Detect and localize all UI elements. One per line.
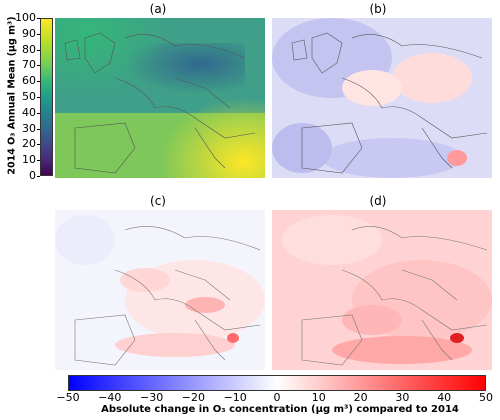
vertical-colorbar-tick: 0 <box>29 169 36 182</box>
vertical-colorbar-tick-mark <box>37 128 40 130</box>
vertical-colorbar-tick: 30 <box>22 121 36 135</box>
horizontal-colorbar-tick: −30 <box>139 391 164 404</box>
vertical-colorbar-tick: 10 <box>22 153 36 167</box>
vertical-colorbar-tick: 90 <box>22 26 36 40</box>
panel-label-a: (a) <box>149 2 167 16</box>
horizontal-colorbar-tick: 50 <box>479 391 493 404</box>
vertical-colorbar-tick: 80 <box>22 42 36 56</box>
panel-label-c: (c) <box>150 194 166 208</box>
vertical-colorbar-tick: 60 <box>22 74 36 88</box>
vertical-colorbar-gradient <box>40 18 53 176</box>
vertical-colorbar-tick: 50 <box>22 90 36 103</box>
vertical-colorbar-tick-mark <box>37 176 40 177</box>
vertical-colorbar-tick: 70 <box>22 58 36 72</box>
panel-label-b: (b) <box>369 2 387 16</box>
vertical-colorbar-tick: 100 <box>15 11 36 24</box>
map-panel-a <box>55 18 265 178</box>
vertical-colorbar-tick-mark <box>37 18 40 19</box>
horizontal-colorbar-tick: 20 <box>353 391 368 404</box>
vertical-colorbar-tick-mark <box>37 81 40 83</box>
horizontal-colorbar-tick: 0 <box>273 391 281 404</box>
horizontal-colorbar-tick: −40 <box>98 391 122 404</box>
map-panel-d <box>272 210 492 370</box>
map-panel-b <box>272 18 492 178</box>
vertical-colorbar-tick-mark <box>37 160 40 162</box>
vertical-colorbar-tick-mark <box>37 97 40 98</box>
vertical-colorbar-tick-mark <box>37 33 40 35</box>
vertical-colorbar-tick: 20 <box>22 137 36 151</box>
horizontal-colorbar-tick: −10 <box>223 391 247 404</box>
horizontal-colorbar-tick: 40 <box>437 391 452 404</box>
horizontal-colorbar-tick: 30 <box>395 391 410 404</box>
map-panel-c <box>55 210 265 370</box>
vertical-colorbar-tick-mark <box>37 112 40 114</box>
vertical-colorbar-tick-mark <box>37 49 40 51</box>
panel-label-d: (d) <box>369 194 387 208</box>
horizontal-colorbar-gradient <box>68 375 486 391</box>
horizontal-colorbar-tick: −20 <box>181 391 205 404</box>
vertical-colorbar-tick: 40 <box>22 105 36 119</box>
vertical-colorbar-tick-mark <box>37 144 40 146</box>
horizontal-colorbar-tick: −50 <box>56 391 80 404</box>
horizontal-colorbar-label: Absolute change in O₃ concentration (μg … <box>101 404 459 415</box>
horizontal-colorbar-tick: 10 <box>311 391 326 404</box>
vertical-colorbar-tick-mark <box>37 65 40 67</box>
